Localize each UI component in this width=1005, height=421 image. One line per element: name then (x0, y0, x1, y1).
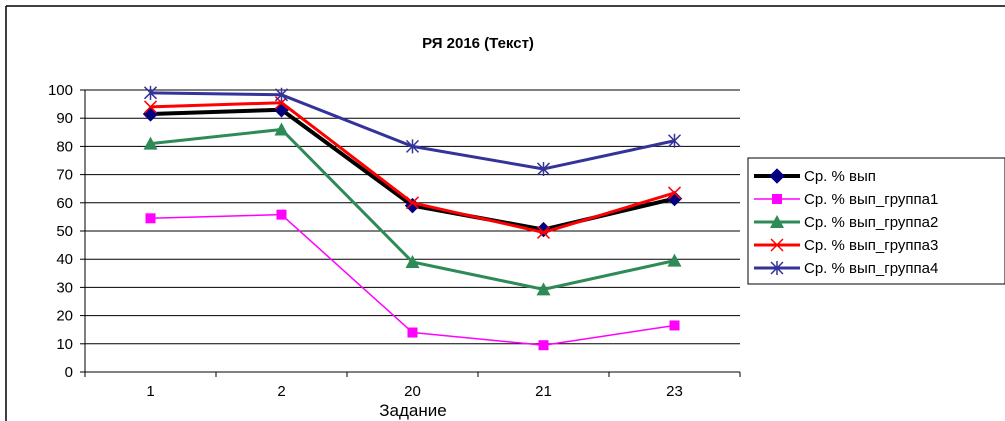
data-point-triangle (405, 255, 420, 269)
legend-entry: Ср. % вып_группа4 (754, 260, 938, 277)
chart-title: РЯ 2016 (Текст) (422, 35, 534, 52)
y-tick-label: 90 (56, 110, 73, 127)
axes: 0 10 20 30 40 50 60 70 80 90 100 1 2 20 21 23 (48, 82, 741, 400)
y-tick-label: 10 (56, 336, 73, 353)
data-point-star (143, 85, 158, 100)
y-tick-label: 0 (65, 364, 73, 381)
data-point-square (145, 213, 156, 224)
data-point-star (274, 87, 289, 102)
y-tick-label: 20 (56, 308, 73, 325)
y-tick-label: 100 (48, 82, 73, 99)
x-axis-title: Задание (379, 401, 446, 420)
x-tick-label: 2 (277, 383, 285, 400)
data-point-diamond (142, 106, 159, 122)
data-point-star (405, 139, 420, 154)
legend-entry: Ср. % вып (754, 168, 876, 185)
x-tick-label: 20 (404, 383, 421, 400)
series-3 (143, 96, 682, 239)
data-point-square (669, 320, 680, 331)
data-point-x (405, 196, 420, 210)
y-tick-label: 50 (56, 223, 73, 240)
y-tick-label: 70 (56, 167, 73, 184)
data-point-triangle (274, 122, 289, 136)
series-1 (145, 209, 680, 351)
data-point-x (667, 186, 682, 200)
data-point-square (276, 209, 287, 220)
legend: Ср. % вып Ср. % вып_группа1 Ср. % вып_груп… (747, 157, 1005, 285)
x-tick-label: 21 (535, 383, 552, 400)
legend-entry: Ср. % вып_группа2 (754, 214, 938, 231)
data-point-x (143, 100, 158, 114)
legend-label: Ср. % вып (804, 168, 876, 185)
legend-label: Ср. % вып_группа4 (804, 260, 938, 277)
legend-label: Ср. % вып_группа3 (804, 237, 938, 254)
data-point-diamond (769, 168, 785, 184)
data-point-triangle (143, 136, 158, 150)
data-point-square (538, 340, 549, 351)
data-point-x (536, 225, 551, 239)
series-lines (142, 85, 683, 351)
series-line (150, 213, 675, 346)
data-point-star (667, 133, 682, 148)
series-2 (143, 122, 682, 296)
x-tick-label: 23 (666, 383, 683, 400)
data-point-square (407, 327, 418, 338)
data-point-star (536, 161, 551, 176)
legend-label: Ср. % вып_группа1 (804, 191, 938, 208)
data-point-star (770, 261, 784, 275)
y-tick-label: 40 (56, 251, 73, 268)
legend-entry: Ср. % вып_группа1 (754, 191, 938, 208)
data-point-x (770, 238, 784, 252)
data-point-triangle (667, 253, 682, 267)
legend-label: Ср. % вып_группа2 (804, 214, 938, 231)
data-point-triangle (770, 215, 784, 228)
data-point-square (772, 194, 782, 204)
y-tick-label: 60 (56, 195, 73, 212)
y-tick-label: 80 (56, 138, 73, 155)
x-tick-label: 1 (146, 383, 154, 400)
y-tick-label: 30 (56, 279, 73, 296)
legend-entry: Ср. % вып_группа3 (754, 237, 938, 254)
data-point-triangle (536, 282, 551, 296)
series-4 (143, 85, 682, 176)
